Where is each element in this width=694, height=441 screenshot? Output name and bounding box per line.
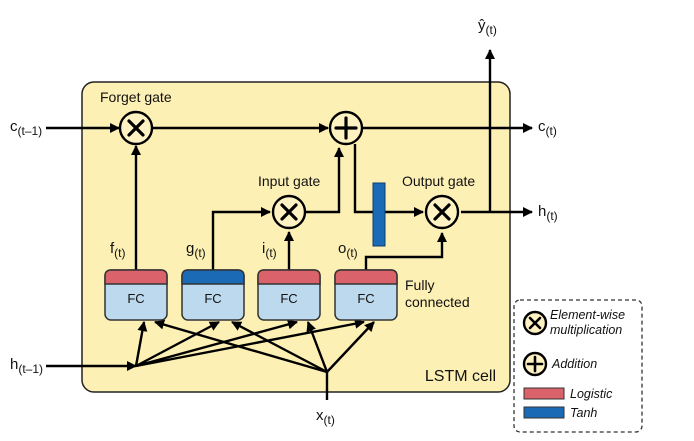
tanh-activation-bar [372,182,386,247]
legend-multiply-icon [522,310,548,336]
output-gate-label: Output gate [402,173,475,189]
svg-text:FC: FC [280,291,297,306]
legend-box [513,299,643,433]
label-c-out: c(t) [538,118,557,138]
legend-multiply-label: Element-wise multiplication [550,308,629,337]
fc-block-o: FC [334,269,398,321]
input-gate-label: Input gate [258,173,320,189]
legend-addition-label: Addition [551,357,597,371]
lstm-cell-title: LSTM cell [425,368,496,385]
label-g: g(t) [186,240,206,260]
label-o: o(t) [338,240,358,260]
label-f: f(t) [110,240,126,260]
legend-tanh-swatch [523,406,565,419]
label-i: i(t) [262,240,277,260]
label-h-out: h(t) [538,203,558,223]
fully-connected-label: Fully connected [405,277,470,310]
label-x-in: x(t) [316,407,335,427]
svg-text:FC: FC [357,291,374,306]
legend: Element-wise multiplication Addition Log… [513,299,643,433]
label-y-out: ŷ(t) [478,17,497,37]
legend-logistic-label: Logistic [570,387,613,401]
cell-state-addition-operator [328,110,364,146]
svg-text:FC: FC [204,291,221,306]
svg-text:FC: FC [127,291,144,306]
legend-addition-icon [522,351,548,377]
legend-logistic-swatch [523,387,565,400]
output-gate-multiply-operator [424,194,460,230]
forget-gate-multiply-operator [118,110,154,146]
input-gate-multiply-operator [271,194,307,230]
legend-tanh-label: Tanh [570,406,597,420]
label-h-prev: h(t–1) [10,356,43,376]
fc-block-g: FC [181,269,245,321]
label-c-prev: c(t–1) [10,118,42,138]
fc-block-f: FC [104,269,168,321]
connections [46,48,534,400]
fc-block-i: FC [257,269,321,321]
forget-gate-label: Forget gate [100,89,172,105]
